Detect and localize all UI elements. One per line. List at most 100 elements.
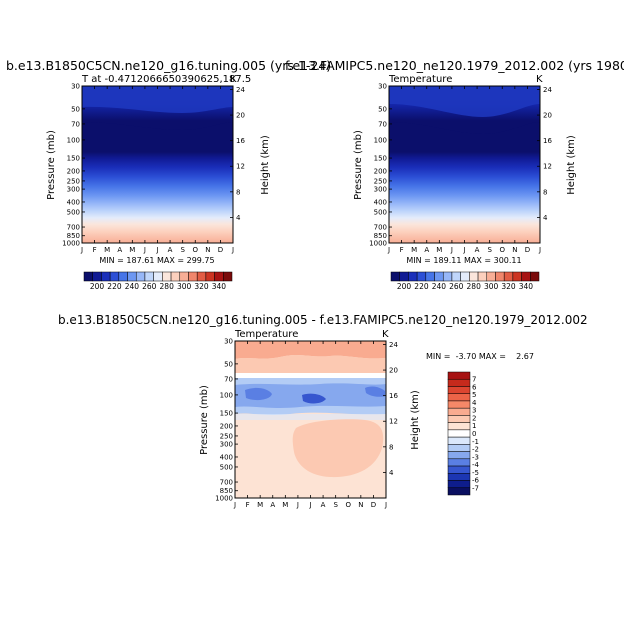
panel-3-warm-patch bbox=[292, 419, 384, 478]
colorbar-swatch bbox=[451, 271, 461, 282]
panel-2-title: f.e13.FAMIPC5.ne120_ne120.1979_2012.002 … bbox=[285, 58, 624, 73]
height-tick-label: 20 bbox=[389, 367, 398, 375]
height-tick-label: 8 bbox=[236, 188, 240, 196]
height-tick-label: 4 bbox=[389, 469, 394, 477]
colorbar-swatch bbox=[447, 451, 471, 460]
pressure-tick-label: 100 bbox=[220, 391, 233, 399]
x-tick-label: O bbox=[192, 246, 198, 254]
pressure-tick-label: 250 bbox=[220, 432, 233, 440]
colorbar-label: 200 bbox=[397, 282, 412, 291]
panel-3-cool-cell-3 bbox=[365, 386, 385, 397]
height-tick-label: 12 bbox=[389, 418, 398, 426]
colorbar-label: -7 bbox=[472, 484, 479, 492]
panel-1: b.e13.B1850C5CN.ne120_g16.tuning.005 (yr… bbox=[6, 58, 331, 291]
panel-1-field-background bbox=[82, 86, 233, 243]
pressure-tick-label: 400 bbox=[374, 198, 387, 206]
colorbar-label: 340 bbox=[519, 282, 534, 291]
colorbar-swatch bbox=[447, 386, 471, 394]
pressure-tick-label: 30 bbox=[378, 83, 387, 91]
height-tick-label: 12 bbox=[543, 163, 552, 171]
colorbar-label: -5 bbox=[472, 469, 479, 477]
height-tick-label: 4 bbox=[236, 214, 241, 222]
pressure-tick-label: 1000 bbox=[215, 495, 233, 503]
x-tick-label: O bbox=[499, 246, 505, 254]
x-tick-label: O bbox=[345, 501, 351, 509]
x-tick-label: S bbox=[333, 501, 338, 509]
pressure-tick-label: 150 bbox=[67, 155, 80, 163]
colorbar-swatch bbox=[512, 271, 522, 282]
panel-2-height-axis: 4 8 12 16 20 24 bbox=[537, 86, 552, 222]
colorbar-label: 6 bbox=[472, 383, 477, 391]
x-tick-label: J bbox=[80, 246, 83, 254]
panel-2-ylabel: Pressure (mb) bbox=[353, 130, 364, 200]
colorbar-swatch bbox=[447, 480, 471, 489]
colorbar-swatch bbox=[460, 271, 470, 282]
x-tick-label: M bbox=[129, 246, 135, 254]
x-tick-label: A bbox=[475, 246, 480, 254]
colorbar-label: 1 bbox=[472, 422, 476, 430]
colorbar-label: -3 bbox=[472, 453, 479, 461]
colorbar-label: 320 bbox=[501, 282, 516, 291]
panel-3-plot-area bbox=[234, 340, 387, 499]
colorbar-swatch bbox=[447, 465, 471, 474]
panel-2-subtitle-left: Temperature bbox=[388, 74, 452, 85]
x-tick-label: A bbox=[270, 501, 275, 509]
pressure-tick-label: 50 bbox=[378, 105, 387, 113]
colorbar-swatch bbox=[223, 271, 233, 282]
colorbar-swatch bbox=[447, 400, 471, 409]
pressure-tick-label: 1000 bbox=[369, 240, 387, 248]
x-tick-label: S bbox=[180, 246, 185, 254]
colorbar-swatch bbox=[447, 458, 471, 467]
height-tick-label: 16 bbox=[543, 137, 552, 145]
panel-3-height-axis: 4 8 12 16 20 24 bbox=[383, 341, 398, 477]
pressure-tick-label: 250 bbox=[67, 177, 80, 185]
colorbar-swatch bbox=[469, 271, 479, 282]
panel-3-zero-band bbox=[235, 373, 386, 378]
height-tick-label: 24 bbox=[236, 86, 245, 94]
panel-2-band-core bbox=[389, 122, 540, 150]
panel-3: b.e13.B1850C5CN.ne120_g16.tuning.005 - f… bbox=[58, 313, 588, 509]
height-tick-label: 12 bbox=[236, 163, 245, 171]
x-tick-label: M bbox=[436, 246, 442, 254]
colorbar-label: -1 bbox=[472, 438, 479, 446]
colorbar-swatch bbox=[214, 271, 224, 282]
x-tick-label: A bbox=[321, 501, 326, 509]
pressure-tick-label: 400 bbox=[220, 453, 233, 461]
x-tick-label: J bbox=[231, 246, 234, 254]
panel-1-ylabel: Pressure (mb) bbox=[46, 130, 57, 200]
colorbar-swatch bbox=[109, 271, 120, 282]
panel-3-ylabel-right: Height (km) bbox=[410, 390, 421, 450]
panel-3-title: b.e13.B1850C5CN.ne120_g16.tuning.005 - f… bbox=[58, 313, 588, 327]
panel-3-ylabel: Pressure (mb) bbox=[199, 385, 210, 455]
colorbar-swatch bbox=[477, 271, 488, 282]
colorbar-swatch bbox=[503, 271, 514, 282]
height-tick-label: 16 bbox=[389, 392, 398, 400]
colorbar-label: 260 bbox=[449, 282, 464, 291]
colorbar-label: -6 bbox=[472, 477, 480, 485]
pressure-tick-label: 50 bbox=[224, 360, 233, 368]
x-tick-label: J bbox=[384, 501, 387, 509]
colorbar-label: 280 bbox=[160, 282, 175, 291]
x-tick-label: A bbox=[117, 246, 122, 254]
colorbar-swatch bbox=[447, 444, 471, 452]
pressure-tick-label: 200 bbox=[67, 167, 80, 175]
colorbar-label: 7 bbox=[472, 376, 476, 384]
pressure-tick-label: 700 bbox=[374, 224, 387, 232]
colorbar-swatch bbox=[447, 473, 471, 481]
colorbar-swatch bbox=[118, 271, 128, 282]
colorbar-swatch bbox=[196, 271, 207, 282]
colorbar-label: 340 bbox=[212, 282, 227, 291]
panel-3-cool-cell-2 bbox=[302, 393, 326, 404]
colorbar-swatch bbox=[135, 271, 146, 282]
colorbar-label: 240 bbox=[125, 282, 140, 291]
x-tick-label: F bbox=[93, 246, 97, 254]
pressure-tick-label: 1000 bbox=[62, 240, 80, 248]
panel-3-stats: MIN = -3.70 MAX = 2.67 bbox=[426, 352, 534, 361]
colorbar-swatch bbox=[447, 407, 471, 416]
x-tick-label: A bbox=[424, 246, 429, 254]
colorbar-swatch bbox=[144, 271, 154, 282]
